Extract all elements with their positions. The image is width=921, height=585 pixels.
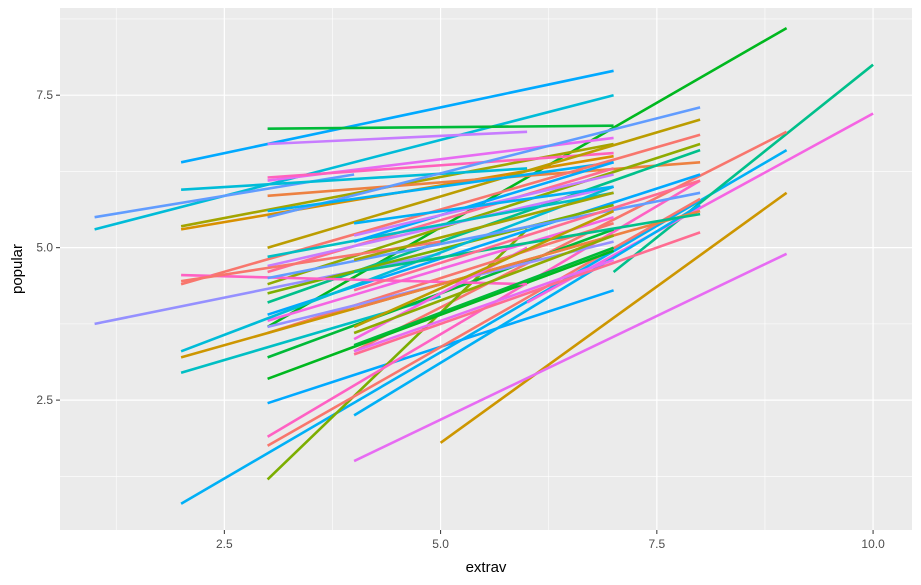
series-line — [353, 179, 701, 292]
x-axis: 2.5 5.0 7.5 10.0 — [216, 530, 885, 551]
series-line — [353, 234, 615, 335]
y-axis: 2.5 5.0 7.5 — [36, 88, 60, 407]
x-tick-label: 5.0 — [432, 537, 449, 551]
series-line — [267, 124, 614, 130]
series-line — [180, 148, 788, 505]
series-line — [94, 252, 441, 326]
series-line — [353, 203, 701, 417]
series-line — [267, 130, 528, 146]
series-line — [267, 249, 615, 381]
series-line — [267, 151, 614, 179]
series-line — [267, 191, 701, 280]
y-axis-title: popular — [9, 244, 26, 294]
series-line — [267, 185, 614, 268]
series-line — [267, 215, 614, 323]
series-line — [180, 185, 615, 353]
series-line — [353, 252, 788, 463]
x-tick-label: 10.0 — [861, 537, 885, 551]
series-line — [353, 212, 701, 274]
series-line — [267, 222, 614, 335]
y-tick-label: 5.0 — [36, 241, 53, 255]
series-line — [180, 133, 701, 286]
series-line — [353, 246, 615, 347]
series-line — [266, 26, 788, 329]
series-line — [439, 191, 788, 444]
series-line — [353, 191, 614, 262]
series-line — [267, 118, 701, 249]
series-line — [353, 209, 615, 329]
series-line — [267, 106, 701, 219]
x-tick-label: 7.5 — [648, 537, 665, 551]
series-line — [267, 191, 614, 259]
x-axis-title: extrav — [466, 559, 507, 576]
series-line — [266, 197, 701, 447]
series-line — [267, 161, 614, 213]
series-line — [181, 167, 528, 191]
x-tick-label: 2.5 — [216, 537, 233, 551]
series-line — [353, 185, 614, 225]
series-line — [180, 69, 614, 164]
series-line — [94, 93, 614, 231]
series-line — [353, 130, 788, 353]
series-line — [353, 161, 614, 243]
series-lines — [94, 26, 874, 505]
y-tick-label: 2.5 — [36, 393, 53, 407]
y-tick-label: 7.5 — [36, 88, 53, 102]
series-line — [353, 258, 615, 353]
series-line — [612, 63, 874, 274]
series-line — [267, 167, 614, 274]
series-line — [353, 231, 701, 356]
series-line — [181, 273, 528, 286]
series-line — [353, 209, 701, 310]
series-line — [267, 142, 701, 286]
